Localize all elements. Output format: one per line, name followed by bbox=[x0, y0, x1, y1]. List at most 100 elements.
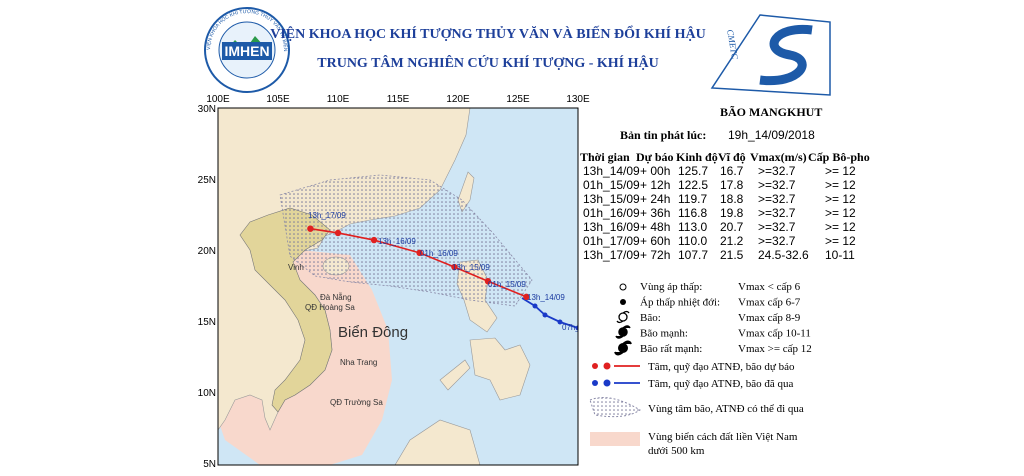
column-header: Cấp Bô-pho bbox=[808, 150, 870, 164]
legend-zone: Vùng biển cách đất liền Việt Nam bbox=[648, 431, 798, 443]
cell: + 72h bbox=[640, 248, 670, 262]
column-header: Thời gian bbox=[580, 150, 630, 164]
place-label: Vinh bbox=[288, 263, 304, 272]
past-point bbox=[532, 303, 538, 309]
cell: 122.5 bbox=[678, 178, 708, 192]
issued-time: 19h_14/09/2018 bbox=[728, 128, 815, 142]
issued-label: Bản tin phát lúc: bbox=[620, 128, 706, 142]
legend-level: Áp thấp nhiệt đới: bbox=[640, 297, 720, 309]
cell: 13h_16/09 bbox=[583, 220, 640, 234]
cell: 125.7 bbox=[678, 164, 708, 178]
lon-label: 130E bbox=[566, 94, 590, 105]
cell: 24.5-32.6 bbox=[758, 248, 809, 262]
forecast-track bbox=[307, 225, 530, 301]
subtitle: TRUNG TÂM NGHIÊN CỨU KHÍ TƯỢNG - KHÍ HẬU bbox=[317, 54, 658, 71]
legend-level: Vùng áp thấp: bbox=[640, 281, 702, 293]
map: QĐ Hoàng Sa QĐ Trường Sa Đà Nẵng Nha Trang V… bbox=[218, 108, 600, 465]
cell: 01h_16/09 bbox=[583, 206, 640, 220]
cell: 110.0 bbox=[678, 234, 707, 248]
map-frame bbox=[217, 107, 579, 466]
column-header: Kinh độ bbox=[676, 150, 718, 164]
lat-label: 15N bbox=[198, 317, 216, 328]
cell: >= 12 bbox=[825, 164, 856, 178]
forecast-point bbox=[370, 236, 378, 244]
forecast-point bbox=[451, 263, 458, 271]
track-label: 13h_17/09 bbox=[308, 211, 346, 220]
cell: 19.8 bbox=[720, 206, 744, 220]
legend-vmax: Vmax cấp 8-9 bbox=[738, 312, 801, 324]
cell: >= 12 bbox=[825, 192, 856, 206]
legend-zone: dưới 500 km bbox=[648, 445, 705, 457]
legend-symbols bbox=[589, 283, 641, 446]
map-labels: QĐ Hoàng Sa QĐ Trường Sa Đà Nẵng Nha Trang V… bbox=[288, 211, 600, 407]
place-label: Nha Trang bbox=[340, 358, 377, 367]
lon-label: 105E bbox=[266, 94, 290, 105]
cell: >=32.7 bbox=[758, 178, 796, 192]
legend-level: Bão: bbox=[640, 312, 661, 324]
forecast-point bbox=[416, 249, 423, 257]
cell: 119.7 bbox=[678, 192, 707, 206]
column-header: Vĩ độ bbox=[718, 150, 746, 164]
legend-cone: Vùng tâm bão, ATNĐ có thể đi qua bbox=[648, 403, 804, 415]
lon-label: 100E bbox=[206, 94, 230, 105]
lon-label: 115E bbox=[387, 94, 410, 105]
track-label: 07h_13/09 bbox=[562, 323, 600, 332]
lat-label: 30N bbox=[198, 104, 216, 115]
cell: + 12h bbox=[640, 178, 670, 192]
cell: >= 12 bbox=[825, 220, 856, 234]
cell: 17.8 bbox=[720, 178, 744, 192]
cell: 107.7 bbox=[678, 248, 708, 262]
cell: 21.5 bbox=[720, 248, 744, 262]
cell: 13h_14/09 bbox=[583, 164, 640, 178]
legend-past: Tâm, quỹ đạo ATNĐ, bão đã qua bbox=[648, 378, 794, 390]
cmetc-text: CMETC bbox=[725, 29, 740, 61]
track-label: 13h_15/09 bbox=[452, 263, 490, 272]
title: VIỆN KHOA HỌC KHÍ TƯỢNG THỦY VĂN VÀ BIẾN… bbox=[270, 24, 706, 42]
legend-forecast: Tâm, quỹ đạo ATNĐ, bão dự báo bbox=[648, 361, 795, 373]
cell: >=32.7 bbox=[758, 220, 796, 234]
borneo bbox=[394, 419, 481, 465]
cell: >= 12 bbox=[825, 206, 856, 220]
cell: + 36h bbox=[640, 206, 670, 220]
lat-label: 5N bbox=[203, 459, 216, 470]
legend-vmax: Vmax cấp 10-11 bbox=[738, 328, 811, 340]
forecast-point bbox=[484, 278, 492, 285]
imhen-logo: IMHEN VIỆN KHOA HỌC KHÍ TƯỢNG THỦY VĂN V… bbox=[0, 0, 290, 93]
bulletin-title: BÃO MANGKHUT bbox=[720, 105, 822, 119]
place-label: QĐ Hoàng Sa bbox=[305, 303, 355, 312]
legend-vmax: Vmax cấp 6-7 bbox=[738, 297, 801, 309]
visayas bbox=[469, 337, 531, 401]
cell: >= 12 bbox=[825, 234, 856, 248]
past-point bbox=[557, 319, 563, 325]
lat-label: 10N bbox=[198, 388, 216, 399]
forecast-point bbox=[307, 225, 314, 232]
track-label: 01h_15/09 bbox=[488, 280, 526, 289]
legend-level: Bão mạnh: bbox=[640, 328, 688, 340]
lon-label: 125E bbox=[506, 94, 530, 105]
cell: 13h_15/09 bbox=[583, 192, 640, 206]
cell: 13h_17/09 bbox=[583, 248, 640, 262]
forecast-point bbox=[334, 229, 342, 237]
place-label: QĐ Trường Sa bbox=[330, 398, 383, 407]
sea-label: Biển Đông bbox=[338, 324, 408, 341]
column-header: Dự báo bbox=[636, 150, 674, 164]
cmetc-logo: CMETC bbox=[710, 14, 831, 96]
legend-vmax: Vmax >= cấp 12 bbox=[738, 343, 812, 355]
cell: 116.8 bbox=[678, 206, 707, 220]
cell: 16.7 bbox=[720, 164, 744, 178]
track-label: 13h_16/09 bbox=[378, 237, 416, 246]
cell: 10-11 bbox=[825, 248, 855, 262]
lon-label: 120E bbox=[446, 94, 470, 105]
past-point bbox=[542, 312, 548, 318]
cell: 18.8 bbox=[720, 192, 744, 206]
cell: 01h_15/09 bbox=[583, 178, 640, 192]
cell: 01h_17/09 bbox=[583, 234, 640, 248]
cell: 21.2 bbox=[720, 234, 744, 248]
legend-level: Bão rất mạnh: bbox=[640, 343, 702, 355]
forecast-point bbox=[523, 293, 530, 301]
cell: >=32.7 bbox=[758, 206, 796, 220]
legend-vmax: Vmax < cấp 6 bbox=[738, 281, 801, 293]
track-label: 01h_16/09 bbox=[420, 249, 458, 258]
lon-label: 110E bbox=[327, 94, 350, 105]
